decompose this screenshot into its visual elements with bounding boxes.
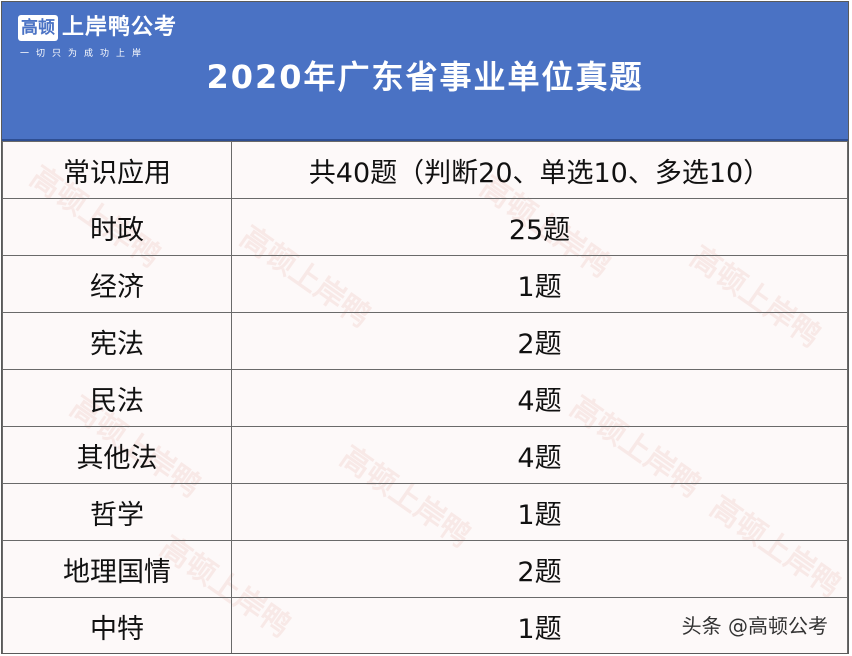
logo-slogan: 一切只为成功上岸 (20, 49, 149, 59)
row-count: 4题 (231, 369, 848, 427)
table-header-row: 常识应用 共40题（判断20、单选10、多选10） (2, 141, 848, 199)
brand-logo: 高顿 上岸鸭公考 一切只为成功上岸 (18, 12, 218, 62)
row-category: 宪法 (2, 312, 232, 370)
row-category: 经济 (2, 255, 232, 313)
question-table: 常识应用 共40题（判断20、单选10、多选10） 时政 25题 经济 1题 宪… (2, 141, 848, 653)
row-category: 地理国情 (2, 540, 232, 598)
table-row: 经济 1题 (2, 255, 848, 313)
row-count: 1题 (231, 597, 848, 653)
source-credit: 头条 @高顿公考 (681, 614, 828, 638)
header-count: 共40题（判断20、单选10、多选10） (231, 141, 848, 199)
row-count: 4题 (231, 426, 848, 484)
table-row: 民法 4题 (2, 369, 848, 427)
row-category: 其他法 (2, 426, 232, 484)
row-count: 2题 (231, 312, 848, 370)
logo-box: 高顿 (18, 15, 58, 41)
row-count: 2题 (231, 540, 848, 598)
table-row: 其他法 4题 (2, 426, 848, 484)
row-category: 时政 (2, 198, 232, 256)
title-banner: 高顿 上岸鸭公考 一切只为成功上岸 2020年广东省事业单位真题 (2, 2, 848, 141)
table-row: 宪法 2题 (2, 312, 848, 370)
row-count: 25题 (231, 198, 848, 256)
page-title: 2020年广东省事业单位真题 (206, 58, 644, 96)
row-category: 民法 (2, 369, 232, 427)
table-row: 时政 25题 (2, 198, 848, 256)
table-row: 地理国情 2题 (2, 540, 848, 598)
table-row: 哲学 1题 (2, 483, 848, 541)
row-count: 1题 (231, 255, 848, 313)
row-count: 1题 (231, 483, 848, 541)
row-category: 哲学 (2, 483, 232, 541)
header-category: 常识应用 (2, 141, 232, 199)
table-row: 中特 1题 (2, 597, 848, 653)
row-category: 中特 (2, 597, 232, 653)
logo-name: 上岸鸭公考 (62, 15, 178, 40)
